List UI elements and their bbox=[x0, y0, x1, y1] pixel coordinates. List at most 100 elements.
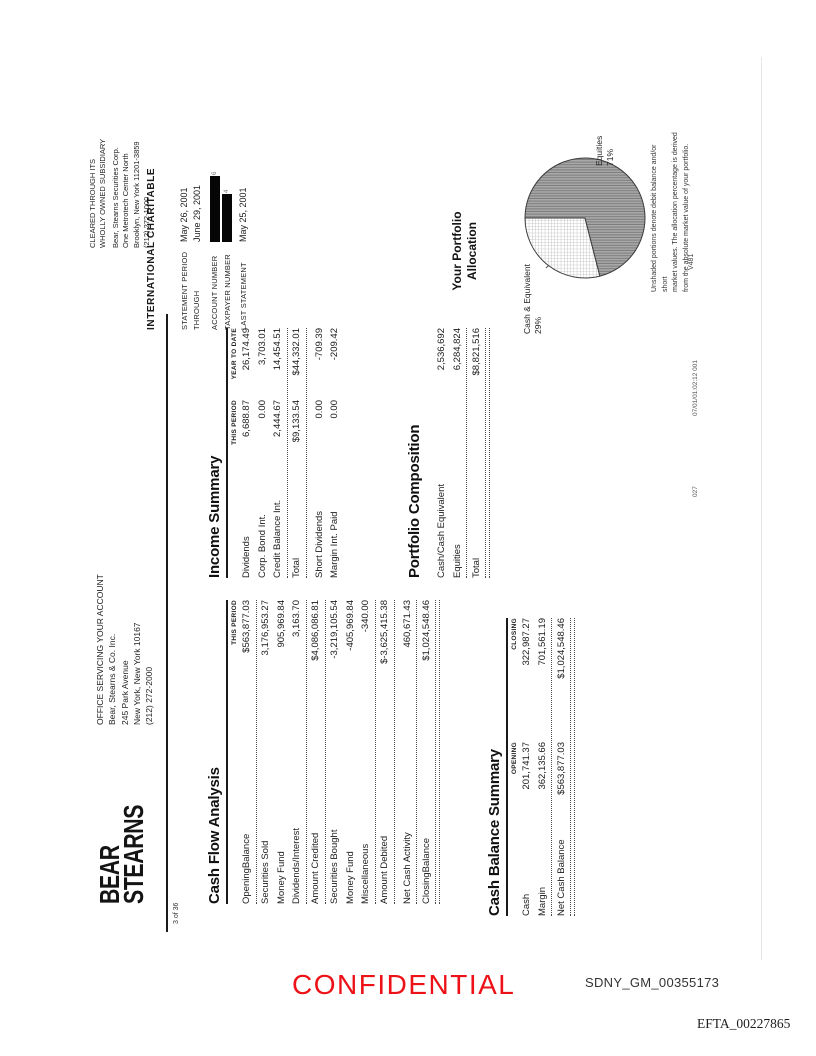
row-value-this-period: 0.00 bbox=[256, 400, 268, 419]
form-code: V481 bbox=[688, 253, 695, 270]
account-name: INTERNATIONAL CHARITABLE bbox=[146, 167, 157, 330]
section-rule bbox=[506, 618, 508, 916]
table-row: Credit Balance Int. 2,444.67 14,454.51 bbox=[271, 328, 284, 578]
column-headers: THIS PERIOD YEAR TO DATE bbox=[231, 328, 238, 578]
row-value: $4,086,086.81 bbox=[310, 600, 322, 661]
column-header: THIS PERIOD bbox=[230, 600, 238, 645]
row-label: Amount Credited bbox=[310, 832, 322, 904]
table-row: Money Fund 905,969.84 bbox=[275, 600, 288, 904]
office-line: 245 Park Avenue bbox=[119, 660, 130, 725]
table-row: Amount Debited $-3,625,415.38 bbox=[378, 600, 391, 904]
row-label: Equities bbox=[451, 544, 463, 578]
row-label: Total bbox=[291, 557, 303, 578]
row-label: Money Fund bbox=[275, 851, 287, 904]
double-dotted-rule bbox=[435, 600, 441, 904]
info-value: June 29, 2001 bbox=[191, 184, 202, 242]
table-row: Amount Credited $4,086,086.81 bbox=[309, 600, 322, 904]
table-row: Net Cash Activity 460,671.43 bbox=[401, 600, 414, 904]
row-value: $563,877.03 bbox=[241, 600, 253, 653]
row-value-ytd: 14,454.51 bbox=[272, 328, 284, 371]
table-row: Corp. Bond Int. 0.00 3,703.01 bbox=[256, 328, 269, 578]
masthead-rule bbox=[166, 314, 168, 932]
dotted-rule bbox=[551, 618, 553, 916]
allocation-footnote: Unshaded portions denote debit balance a… bbox=[650, 128, 692, 292]
dotted-rule bbox=[286, 328, 288, 578]
row-value-this-period: 0.00 bbox=[329, 400, 341, 419]
scan-page-edge bbox=[761, 57, 762, 960]
table-row: Margin Int. Paid 0.00 -209.42 bbox=[328, 328, 341, 578]
double-dotted-rule bbox=[485, 328, 490, 578]
pie-label-pct: 29% bbox=[533, 316, 544, 334]
dotted-rule bbox=[416, 600, 418, 904]
row-label: Cash/Cash Equivalent bbox=[436, 484, 447, 578]
table-row: Dividends 6,688.87 26,174.49 bbox=[240, 328, 253, 578]
column-header: YEAR TO DATE bbox=[230, 328, 238, 380]
office-line: (212) 272-2000 bbox=[144, 666, 155, 725]
cash-balance-summary-section: Cash Balance Summary OPENING CLOSING Cas… bbox=[486, 618, 577, 916]
row-value-this-period: $9,133.54 bbox=[291, 400, 303, 443]
office-servicing-block: OFFICE SERVICING YOUR ACCOUNT Bear, Stea… bbox=[94, 574, 156, 725]
statement-info-row: TAXPAYER NUMBER 4 bbox=[222, 172, 232, 330]
logo-line-2: STEARNS bbox=[117, 804, 149, 904]
row-value: 905,969.84 bbox=[275, 600, 287, 648]
statement-info: STATEMENT PERIOD May 26, 2001 THROUGH Ju… bbox=[179, 172, 251, 330]
row-value: 2,536,692 bbox=[436, 328, 447, 371]
table-row: Money Fund -405,969.84 bbox=[344, 600, 357, 904]
row-value-opening: $563,877.03 bbox=[555, 742, 567, 795]
info-label: ACCOUNT NUMBER bbox=[210, 255, 219, 330]
income-summary-section: Income Summary THIS PERIOD YEAR TO DATE … bbox=[206, 328, 344, 578]
redaction-bar bbox=[209, 176, 220, 242]
bear-stearns-logo: BEAR STEARNS bbox=[94, 804, 149, 904]
column-headers: OPENING CLOSING bbox=[511, 618, 518, 916]
statement-info-row: LAST STATEMENT May 25, 2001 bbox=[238, 172, 248, 330]
row-value: 460,671.43 bbox=[401, 600, 413, 648]
table-row: Total $9,133.54 $44,332.01 bbox=[290, 328, 303, 578]
cleared-line: One Metrotech Center North bbox=[121, 153, 131, 248]
redaction-bar bbox=[222, 194, 232, 242]
info-label: TAXPAYER NUMBER bbox=[222, 254, 232, 330]
info-label: THROUGH bbox=[192, 290, 201, 330]
column-header: THIS PERIOD bbox=[230, 400, 238, 445]
section-rule bbox=[226, 600, 228, 904]
redaction-remnant: 4 bbox=[224, 189, 230, 193]
row-value: -340.00 bbox=[360, 600, 372, 633]
table-row: Cash 201,741.37 322,987.27 bbox=[520, 618, 533, 916]
row-value: $8,821,516 bbox=[470, 328, 482, 376]
column-headers: THIS PERIOD bbox=[231, 600, 238, 904]
portfolio-composition-section: Portfolio Composition Cash/Cash Equivale… bbox=[406, 328, 492, 578]
column-header: CLOSING bbox=[510, 618, 518, 650]
office-line: New York, New York 10167 bbox=[131, 622, 142, 725]
section-rule bbox=[226, 328, 228, 578]
dotted-rule bbox=[374, 600, 376, 904]
row-label: Total bbox=[470, 557, 482, 578]
pie-label-text: Equities bbox=[594, 135, 604, 166]
row-label: OpeningBalance bbox=[241, 833, 253, 904]
info-value: May 26, 2001 bbox=[179, 187, 189, 242]
dotted-rule bbox=[305, 328, 307, 578]
info-label: LAST STATEMENT bbox=[238, 262, 248, 330]
print-code-left: 027 bbox=[692, 486, 699, 497]
office-line: Bear, Stearns & Co. Inc. bbox=[107, 633, 118, 725]
footnote-line: Unshaded portions denote debit balance a… bbox=[651, 144, 669, 293]
row-label: Net Cash Activity bbox=[401, 832, 413, 904]
pie-slice-cash bbox=[524, 217, 601, 279]
row-label: Dividends bbox=[241, 536, 253, 578]
bates-number-sdny: SDNY_GM_00355173 bbox=[585, 975, 720, 990]
row-value: 6,284,824 bbox=[451, 328, 463, 371]
row-value: 3,163.70 bbox=[291, 600, 303, 637]
row-label: Corp. Bond Int. bbox=[256, 514, 268, 578]
dotted-rule bbox=[255, 600, 257, 904]
table-row: Dividends/Interest 3,163.70 bbox=[290, 600, 303, 904]
statement-info-row: THROUGH June 29, 2001 bbox=[192, 172, 202, 330]
row-value: $-3,625,415.38 bbox=[379, 600, 391, 664]
print-code-right: 07/01/01:02:12 001 bbox=[692, 359, 699, 416]
portfolio-pie-chart bbox=[524, 157, 646, 279]
pie-slice-equities bbox=[524, 157, 646, 277]
row-label: Margin Int. Paid bbox=[329, 511, 341, 578]
heading-line: Allocation bbox=[465, 222, 479, 281]
row-label: Money Fund bbox=[344, 851, 356, 904]
row-value-this-period: 6,688.87 bbox=[241, 400, 253, 437]
table-row: ClosingBalance $1,024,548.46 bbox=[420, 600, 433, 904]
section-title: Cash Balance Summary bbox=[486, 749, 503, 916]
row-value-closing: 322,987.27 bbox=[521, 618, 533, 666]
